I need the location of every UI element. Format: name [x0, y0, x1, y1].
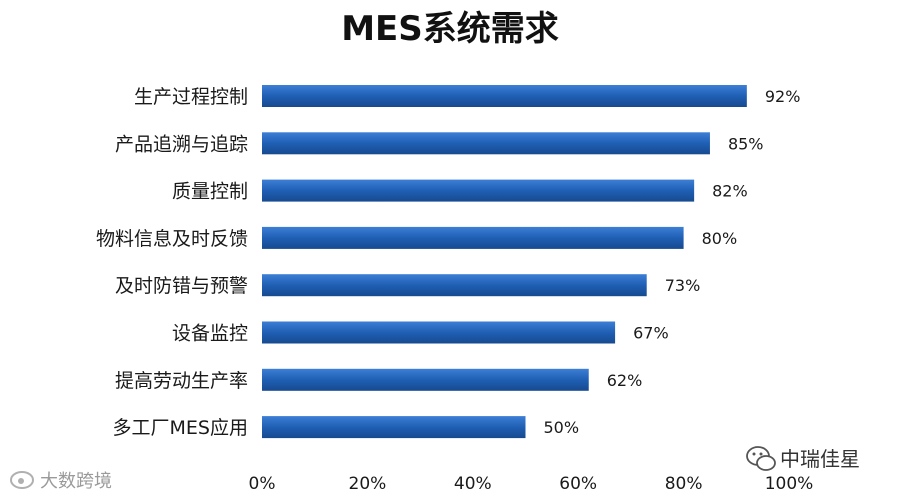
- x-tick-label: 20%: [349, 474, 387, 494]
- bar: [262, 368, 589, 391]
- category-label: 提高劳动生产率: [115, 370, 248, 392]
- wechat-logo-icon: [746, 446, 776, 471]
- category-label: 多工厂MES应用: [113, 417, 248, 439]
- watermark-left: 大数跨境: [10, 471, 112, 492]
- chart-title: MES系统需求: [341, 9, 559, 49]
- weibo-logo-icon: [10, 471, 34, 489]
- watermark-right: 中瑞佳星: [746, 446, 860, 471]
- category-label: 产品追溯与追踪: [115, 133, 248, 155]
- category-label: 生产过程控制: [134, 86, 248, 108]
- bar: [262, 321, 616, 344]
- value-label: 62%: [607, 371, 643, 390]
- bar: [262, 416, 526, 439]
- x-tick-label: 60%: [559, 474, 597, 494]
- bar: [262, 274, 647, 297]
- category-labels-group: 生产过程控制产品追溯与追踪质量控制物料信息及时反馈及时防错与预警设备监控提高劳动…: [96, 86, 248, 439]
- value-labels-group: 92% 85% 82% 80% 73% 67% 62% 50%: [544, 87, 801, 437]
- watermark-left-text: 大数跨境: [40, 471, 112, 492]
- x-tick-label: 80%: [665, 474, 703, 494]
- x-tick-label: 100%: [765, 474, 814, 494]
- x-tick-label: 40%: [454, 474, 492, 494]
- x-tick-labels-group: 0% 20% 40% 60% 80% 100%: [249, 474, 814, 494]
- category-label: 质量控制: [172, 181, 248, 203]
- bars-group: [262, 85, 747, 439]
- x-tick-label: 0%: [249, 474, 276, 494]
- category-label: 物料信息及时反馈: [96, 228, 248, 250]
- category-label: 设备监控: [172, 323, 248, 345]
- bar: [262, 179, 695, 202]
- value-label: 67%: [633, 324, 669, 343]
- value-label: 73%: [665, 276, 701, 295]
- value-label: 82%: [712, 182, 748, 201]
- value-label: 85%: [728, 134, 764, 153]
- category-label: 及时防错与预警: [115, 275, 248, 297]
- bar: [262, 132, 710, 155]
- value-label: 80%: [702, 229, 738, 248]
- value-label: 92%: [765, 87, 801, 106]
- value-label: 50%: [544, 418, 580, 437]
- bar: [262, 226, 684, 249]
- bar: [262, 85, 747, 107]
- watermark-right-text: 中瑞佳星: [780, 447, 860, 471]
